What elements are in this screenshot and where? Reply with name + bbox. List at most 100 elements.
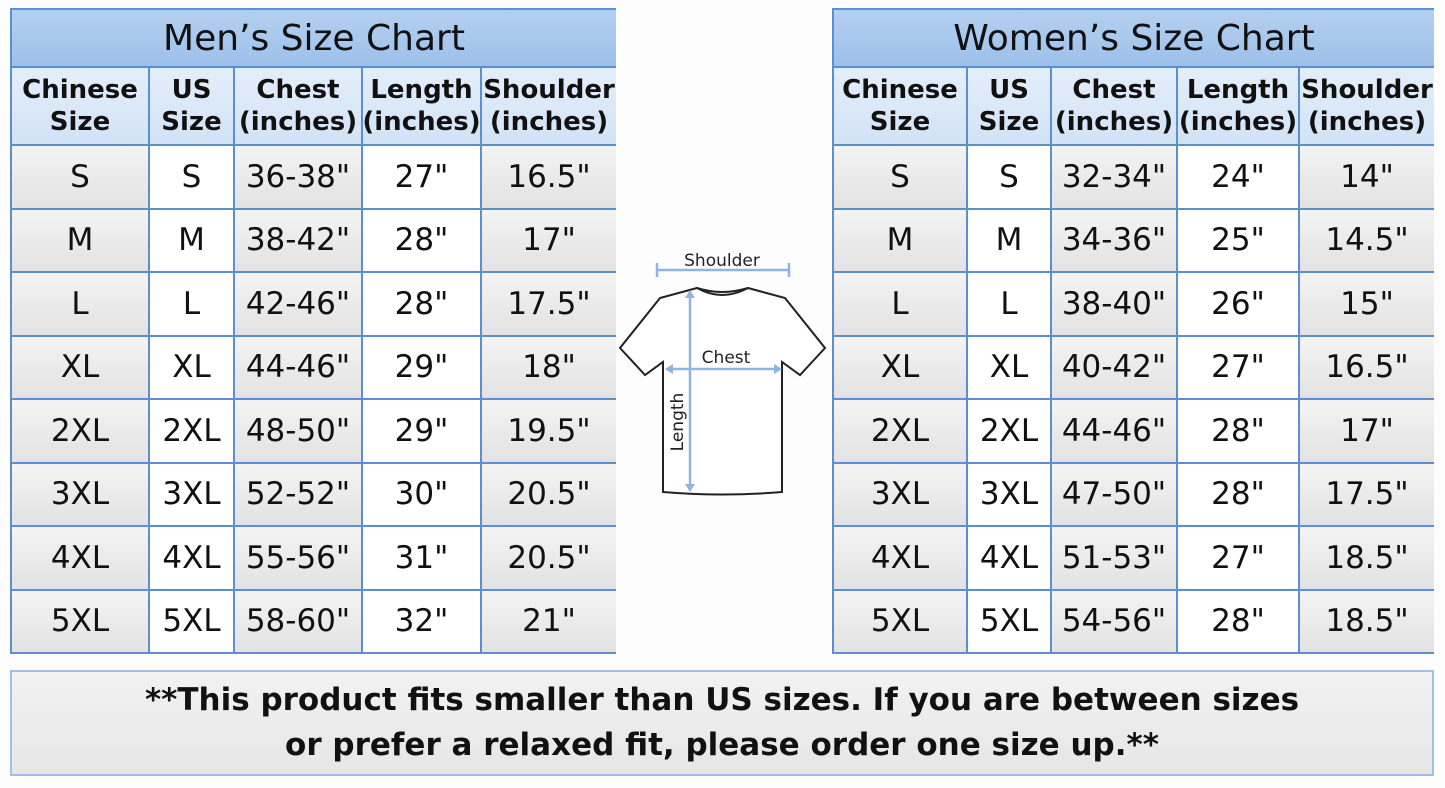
table-cell: 29" [363,400,480,462]
table-cell: 32" [363,590,480,652]
table-cell: M [834,209,966,271]
table-cell: 16.5" [1300,336,1434,398]
table-cell: 3XL [12,463,148,525]
table-cell: 29" [363,336,480,398]
table-cell: 17.5" [482,273,616,335]
table-cell: 14.5" [1300,209,1434,271]
table-cell: 3XL [834,463,966,525]
table-cell: 27" [1178,527,1298,589]
table-cell: 34-36" [1052,209,1176,271]
table-cell: 2XL [12,400,148,462]
table-cell: 42-46" [235,273,361,335]
table-cell: 2XL [968,400,1050,462]
fit-note: **This product fits smaller than US size… [10,670,1434,776]
table-cell: 44-46" [1052,400,1176,462]
table-cell: 20.5" [482,463,616,525]
table-cell: L [12,273,148,335]
table-cell: 17" [1300,400,1434,462]
note-line: or prefer a relaxed fit, please order on… [285,727,1159,763]
table-cell: 18.5" [1300,590,1434,652]
note-line: **This product fits smaller than US size… [144,682,1300,719]
table-cell: 38-40" [1052,273,1176,335]
table-cell: 3XL [150,463,233,525]
measure-lines [655,263,791,492]
column-header: Chinese Size [834,68,966,144]
table-cell: 20.5" [482,527,616,589]
table-cell: 58-60" [235,590,361,652]
table-cell: 25" [1178,209,1298,271]
table-cell: 30" [363,463,480,525]
shoulder-label: Shoulder [684,251,760,271]
table-cell: S [150,146,233,208]
table-cell: 4XL [150,527,233,589]
collar [696,287,749,293]
table-cell: 21" [482,590,616,652]
column-header: US Size [150,68,233,144]
table-cell: 40-42" [1052,336,1176,398]
table-cell: S [968,146,1050,208]
table-cell: XL [834,336,966,398]
table-cell: 28" [1178,463,1298,525]
table-cell: S [12,146,148,208]
column-header: Chinese Size [12,68,148,144]
table-cell: 4XL [12,527,148,589]
table-cell: L [834,273,966,335]
table-cell: 47-50" [1052,463,1176,525]
table-cell: 52-52" [235,463,361,525]
table-cell: 38-42" [235,209,361,271]
table-cell: 44-46" [235,336,361,398]
table-cell: M [150,209,233,271]
table-cell: XL [150,336,233,398]
table-cell: 27" [363,146,480,208]
table-cell: 16.5" [482,146,616,208]
table-cell: 27" [1178,336,1298,398]
table-cell: 26" [1178,273,1298,335]
table-cell: 17.5" [1300,463,1434,525]
table-cell: 5XL [12,590,148,652]
table-title: Men’s Size Chart [12,10,616,66]
table-cell: 48-50" [235,400,361,462]
chest-label: Chest [702,348,751,368]
column-header: Length (inches) [1178,68,1298,144]
table-cell: 55-56" [235,527,361,589]
length-label: Length [668,393,688,452]
table-cell: 5XL [968,590,1050,652]
column-header: Chest (inches) [235,68,361,144]
table-cell: M [12,209,148,271]
table-cell: 5XL [834,590,966,652]
table-cell: S [834,146,966,208]
table-cell: 19.5" [482,400,616,462]
column-header: Length (inches) [362,68,481,144]
table-cell: 5XL [150,590,233,652]
tshirt-outline [618,286,827,496]
table-cell: 15" [1300,273,1434,335]
table-cell: 2XL [150,400,233,462]
table-cell: 51-53" [1052,527,1176,589]
table-cell: 31" [363,527,480,589]
table-cell: L [150,273,233,335]
table-cell: 28" [1178,590,1298,652]
table-cell: M [968,209,1050,271]
table-cell: 24" [1178,146,1298,208]
table-cell: 3XL [968,463,1050,525]
table-cell: XL [968,336,1050,398]
table-cell: 28" [1178,400,1298,462]
table-cell: 28" [363,209,480,271]
table-title: Women’s Size Chart [834,10,1434,66]
table-cell: L [968,273,1050,335]
table-cell: 2XL [834,400,966,462]
mens-table: Men’s Size Chart Chinese Size US Size Chest… [10,8,616,654]
column-header: Shoulder (inches) [482,68,616,144]
table-cell: 36-38" [235,146,361,208]
tshirt-diagram: Shoulder Chest Length [618,251,827,496]
column-header: Shoulder (inches) [1300,68,1434,144]
column-header: Chest (inches) [1052,68,1176,144]
table-cell: 4XL [834,527,966,589]
table-cell: 54-56" [1052,590,1176,652]
table-cell: 17" [482,209,616,271]
table-cell: 14" [1300,146,1434,208]
table-cell: 32-34" [1052,146,1176,208]
table-cell: 4XL [968,527,1050,589]
